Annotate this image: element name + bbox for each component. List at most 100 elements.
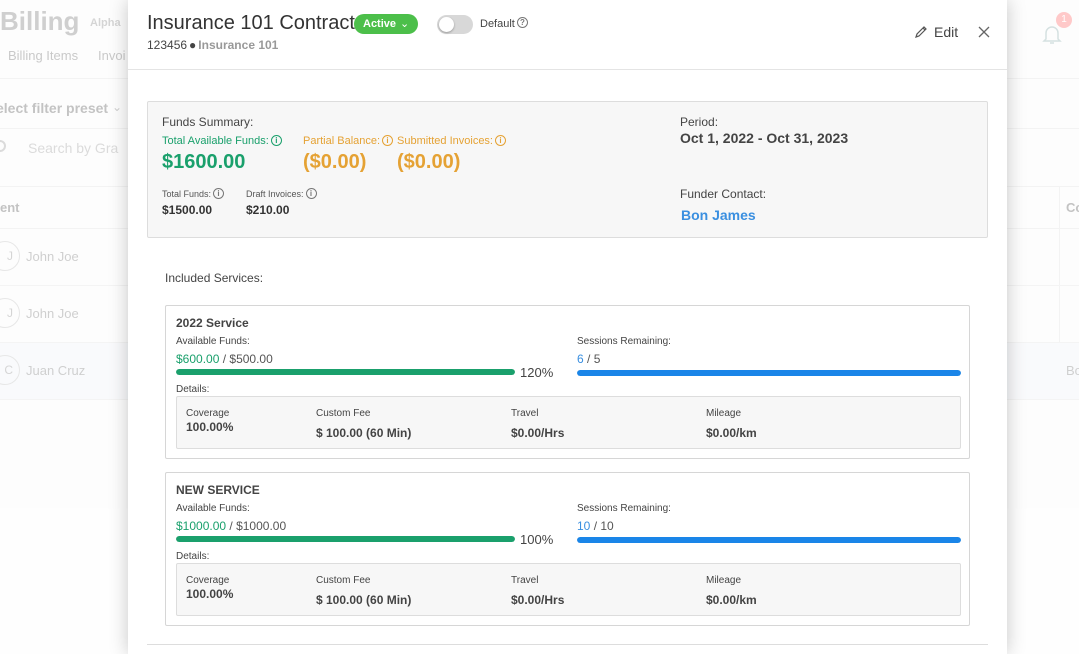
mileage-value: $0.00/km xyxy=(706,426,757,440)
included-services-label: Included Services: xyxy=(165,271,264,285)
default-label: Default xyxy=(480,18,515,30)
avatar: J xyxy=(0,298,20,328)
separator-dot: ● xyxy=(189,38,197,52)
total-available-value: $1600.00 xyxy=(162,151,246,173)
contract-subtitle: 123456 ● Insurance 101 xyxy=(147,38,278,52)
client-name: John Joe xyxy=(26,306,79,321)
service-card: 2022 Service Available Funds: $600.00 / … xyxy=(165,305,970,459)
help-icon[interactable]: ? xyxy=(517,17,528,28)
avatar: C xyxy=(0,355,20,385)
sessions-progress-bar xyxy=(577,537,961,543)
chevron-down-icon: ⌄ xyxy=(112,100,123,114)
sessions-progress-bar xyxy=(577,370,961,376)
pencil-icon xyxy=(915,26,927,38)
funds-progress-bar xyxy=(176,369,515,375)
coverage-value: 100.00% xyxy=(186,420,234,434)
available-funds-label: Available Funds: xyxy=(176,336,250,347)
program-name: Insurance 101 xyxy=(198,38,279,52)
default-toggle[interactable] xyxy=(437,15,473,34)
client-name: Juan Cruz xyxy=(26,363,86,378)
submitted-invoices-value: ($0.00) xyxy=(397,151,461,173)
progress-fill xyxy=(176,536,515,542)
search-icon xyxy=(0,140,6,152)
nav-billing-items[interactable]: Billing Items xyxy=(8,48,79,63)
search-input[interactable]: Search by Gra xyxy=(28,140,119,156)
toggle-knob xyxy=(439,17,454,32)
modal-title: Insurance 101 Contract xyxy=(147,12,355,34)
client-name: John Joe xyxy=(26,249,79,264)
draft-invoices-value: $210.00 xyxy=(246,203,290,217)
funds-summary: Funds Summary: Total Available Funds: i $… xyxy=(147,101,988,238)
info-icon[interactable]: i xyxy=(213,188,225,199)
custom-fee-value: $ 100.00 (60 Min) xyxy=(316,593,412,607)
app-title: Billing xyxy=(0,6,80,36)
status-label: Active xyxy=(363,18,397,30)
nav-invoices[interactable]: Invoi xyxy=(98,48,126,63)
draft-invoices-label: Draft Invoices: i xyxy=(246,188,317,199)
partial-balance-label: Partial Balance: i xyxy=(303,135,394,147)
chevron-down-icon: ⌄ xyxy=(400,18,410,30)
travel-value: $0.00/Hrs xyxy=(511,426,565,440)
edit-label: Edit xyxy=(934,24,959,40)
service-details: Coverage 100.00% Custom Fee $ 100.00 (60… xyxy=(176,396,961,449)
notification-badge: 1 xyxy=(1056,12,1072,28)
info-icon[interactable]: i xyxy=(305,188,317,199)
total-funds-value: $1500.00 xyxy=(162,203,213,217)
details-label: Details: xyxy=(176,384,210,395)
partial-balance-value: ($0.00) xyxy=(303,151,367,173)
funder-contact-link[interactable]: Bon James xyxy=(681,207,756,223)
custom-fee-label: Custom Fee xyxy=(316,408,371,419)
info-icon[interactable]: i xyxy=(270,135,282,146)
progress-fill xyxy=(577,370,961,376)
row-cell: Bo xyxy=(1066,363,1079,378)
service-card: NEW SERVICE Available Funds: $1000.00 / … xyxy=(165,472,970,626)
funds-summary-label: Funds Summary: xyxy=(162,115,254,129)
status-dropdown[interactable]: Active ⌄ xyxy=(354,14,419,34)
funder-contact-label: Funder Contact: xyxy=(680,187,767,201)
column-header-client: ent xyxy=(0,200,20,215)
travel-value: $0.00/Hrs xyxy=(511,593,565,607)
submitted-invoices-label: Submitted Invoices: i xyxy=(397,135,506,147)
total-available-label: Total Available Funds: i xyxy=(162,135,282,147)
coverage-label: Coverage xyxy=(186,575,230,586)
mileage-label: Mileage xyxy=(706,408,742,419)
column-header-right: Co xyxy=(1066,200,1079,215)
divider xyxy=(147,644,988,645)
progress-fill xyxy=(577,537,961,543)
sessions-remaining-value: 10 / 10 xyxy=(577,519,614,533)
close-icon[interactable] xyxy=(977,25,991,39)
edit-button[interactable]: Edit xyxy=(914,24,958,40)
service-details: Coverage 100.00% Custom Fee $ 100.00 (60… xyxy=(176,563,961,616)
period-label: Period: xyxy=(680,115,719,129)
custom-fee-label: Custom Fee xyxy=(316,575,371,586)
funds-progress-bar xyxy=(176,536,515,542)
total-funds-label: Total Funds: i xyxy=(162,188,225,199)
service-name: 2022 Service xyxy=(176,316,249,330)
sessions-remaining-label: Sessions Remaining: xyxy=(577,503,671,514)
filter-preset-select[interactable]: elect filter preset xyxy=(0,100,109,116)
column-divider xyxy=(1059,186,1060,400)
funds-percent: 100% xyxy=(520,532,554,547)
coverage-label: Coverage xyxy=(186,408,230,419)
period-value: Oct 1, 2022 - Oct 31, 2023 xyxy=(680,130,849,146)
travel-label: Travel xyxy=(511,575,539,586)
travel-label: Travel xyxy=(511,408,539,419)
available-funds-value: $1000.00 / $1000.00 xyxy=(176,519,287,533)
sessions-remaining-label: Sessions Remaining: xyxy=(577,336,671,347)
contract-id: 123456 xyxy=(147,38,188,52)
contract-modal: Insurance 101 Contract Active ⌄ Default ?… xyxy=(128,0,1007,654)
mileage-label: Mileage xyxy=(706,575,742,586)
avatar: J xyxy=(0,241,20,271)
info-icon[interactable]: i xyxy=(495,135,506,146)
progress-fill xyxy=(176,369,515,375)
details-label: Details: xyxy=(176,551,210,562)
available-funds-value: $600.00 / $500.00 xyxy=(176,352,273,366)
funds-percent: 120% xyxy=(520,365,554,380)
info-icon[interactable]: i xyxy=(382,135,394,146)
bell-icon[interactable] xyxy=(1040,22,1064,46)
mileage-value: $0.00/km xyxy=(706,593,757,607)
coverage-value: 100.00% xyxy=(186,587,234,601)
alpha-badge: Alpha xyxy=(90,17,121,29)
sessions-remaining-value: 6 / 5 xyxy=(577,352,601,366)
service-name: NEW SERVICE xyxy=(176,483,260,497)
